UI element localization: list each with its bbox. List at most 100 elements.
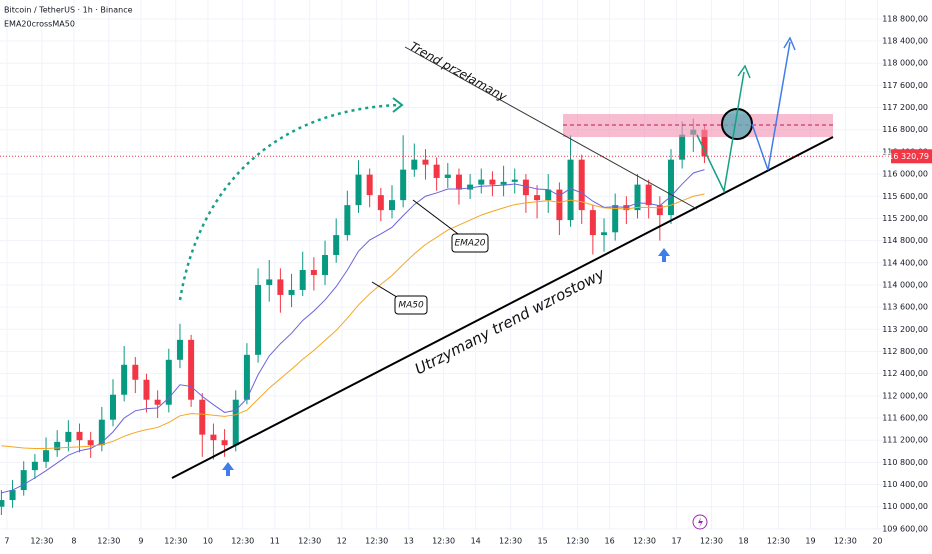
candle-body — [455, 174, 462, 190]
candle-body — [165, 359, 172, 405]
candle-body — [109, 394, 116, 420]
x-tick-label: 12:30 — [633, 537, 656, 546]
candle-body — [322, 255, 329, 275]
candle-body — [210, 434, 217, 441]
x-tick-label: 12:30 — [499, 537, 522, 546]
y-tick-label: 118 000,00 — [882, 59, 928, 68]
candle-body — [701, 129, 708, 157]
broken-trend-label: Trend przełamany — [407, 39, 509, 104]
event-bolt — [698, 517, 703, 528]
candle-body — [400, 169, 407, 201]
y-tick-label: 113 600,00 — [882, 303, 928, 312]
axes: 109 600,00 110 000,00 110 400,00 110 800,00… — [4, 14, 932, 546]
candle-body — [188, 339, 195, 400]
candle-body — [344, 205, 351, 236]
candle-body — [578, 159, 585, 211]
x-tick-label: 12:30 — [566, 537, 589, 546]
x-tick-label: 19 — [805, 537, 815, 546]
y-tick-label: 111 200,00 — [882, 436, 928, 445]
candle-body — [54, 441, 61, 451]
candle-body — [556, 189, 563, 221]
ma-label: MA50 — [398, 301, 424, 311]
y-tick-label: 114 000,00 — [882, 280, 928, 289]
candle-body — [277, 279, 284, 295]
y-tick-label: 117 600,00 — [882, 81, 928, 90]
blue-path — [751, 41, 791, 171]
x-tick-label: 12:30 — [432, 537, 455, 546]
downtrend-line — [404, 46, 698, 210]
up-arrow — [222, 462, 234, 476]
y-tick-label: 114 400,00 — [882, 258, 928, 267]
last-price-box — [891, 149, 932, 164]
candle-body — [143, 379, 150, 400]
candle-body — [288, 289, 295, 295]
candle-body — [679, 134, 686, 160]
candle-body — [31, 461, 38, 471]
candle-body — [489, 179, 496, 185]
x-tick-label: 12:30 — [298, 537, 321, 546]
marks — [0, 118, 890, 516]
drawings — [171, 36, 834, 530]
candle-body — [76, 431, 83, 441]
y-tick-label: 114 800,00 — [882, 236, 928, 245]
candle-body — [20, 470, 27, 491]
candle-body — [154, 399, 161, 405]
candle-body — [299, 269, 306, 290]
dotted-arrowhead — [392, 97, 404, 113]
x-tick-label: 8 — [71, 537, 76, 546]
candle-body — [444, 174, 451, 178]
y-tick-label: 118 800,00 — [882, 14, 928, 23]
green-arrowhead — [737, 64, 751, 79]
x-tick-label: 15 — [538, 537, 548, 546]
y-tick-label: 116 800,00 — [882, 125, 928, 134]
candle-body — [422, 159, 429, 165]
y-tick-label: 109 600,00 — [882, 524, 928, 533]
x-tick-label: 14 — [471, 537, 481, 546]
chart-title: Bitcoin / TetherUS · 1h · Binance — [4, 6, 133, 15]
candle-body — [500, 181, 507, 185]
x-tick-label: 10 — [203, 537, 213, 546]
candle-body — [366, 174, 373, 196]
y-tick-label: 112 000,00 — [882, 391, 928, 400]
y-tick-label: 115 600,00 — [882, 192, 928, 201]
candle-body — [121, 364, 128, 395]
candle-body — [612, 205, 619, 233]
x-tick-label: 12:30 — [30, 537, 53, 546]
candle-body — [634, 184, 641, 211]
indicator-line — [1, 169, 705, 494]
y-tick-label: 110 000,00 — [882, 502, 928, 511]
candle-body — [0, 500, 5, 507]
candle-body — [478, 179, 485, 185]
x-tick-label: 7 — [4, 537, 9, 546]
candle-body — [467, 184, 474, 190]
uptrend-line — [171, 136, 834, 479]
candle-body — [377, 195, 384, 211]
x-tick-label: 11 — [270, 537, 280, 546]
candle-body — [132, 364, 139, 380]
y-tick-label: 110 400,00 — [882, 480, 928, 489]
y-tick-label: 117 200,00 — [882, 103, 928, 112]
x-tick-label: 12:30 — [834, 537, 857, 546]
x-tick-label: 12:30 — [700, 537, 723, 546]
candle-body — [87, 440, 94, 446]
up-arrow — [658, 248, 670, 262]
candle-body — [667, 159, 674, 216]
x-tick-label: 13 — [404, 537, 414, 546]
label-box — [451, 233, 489, 253]
candle-body — [243, 354, 250, 400]
candle-body — [645, 184, 652, 206]
candle-body — [589, 210, 596, 236]
candle-body — [199, 399, 206, 435]
y-tick-label: 112 400,00 — [882, 369, 928, 378]
candle-body — [601, 232, 608, 236]
x-tick-label: 12:30 — [97, 537, 120, 546]
y-tick-label: 113 200,00 — [882, 325, 928, 334]
candle-body — [388, 200, 395, 211]
y-tick-label: 111 600,00 — [882, 414, 928, 423]
x-tick-label: 12:30 — [365, 537, 388, 546]
candle-body — [310, 269, 317, 275]
x-tick-label: 12:30 — [164, 537, 187, 546]
blue-arrowhead — [783, 36, 796, 51]
candle-body — [221, 440, 228, 446]
